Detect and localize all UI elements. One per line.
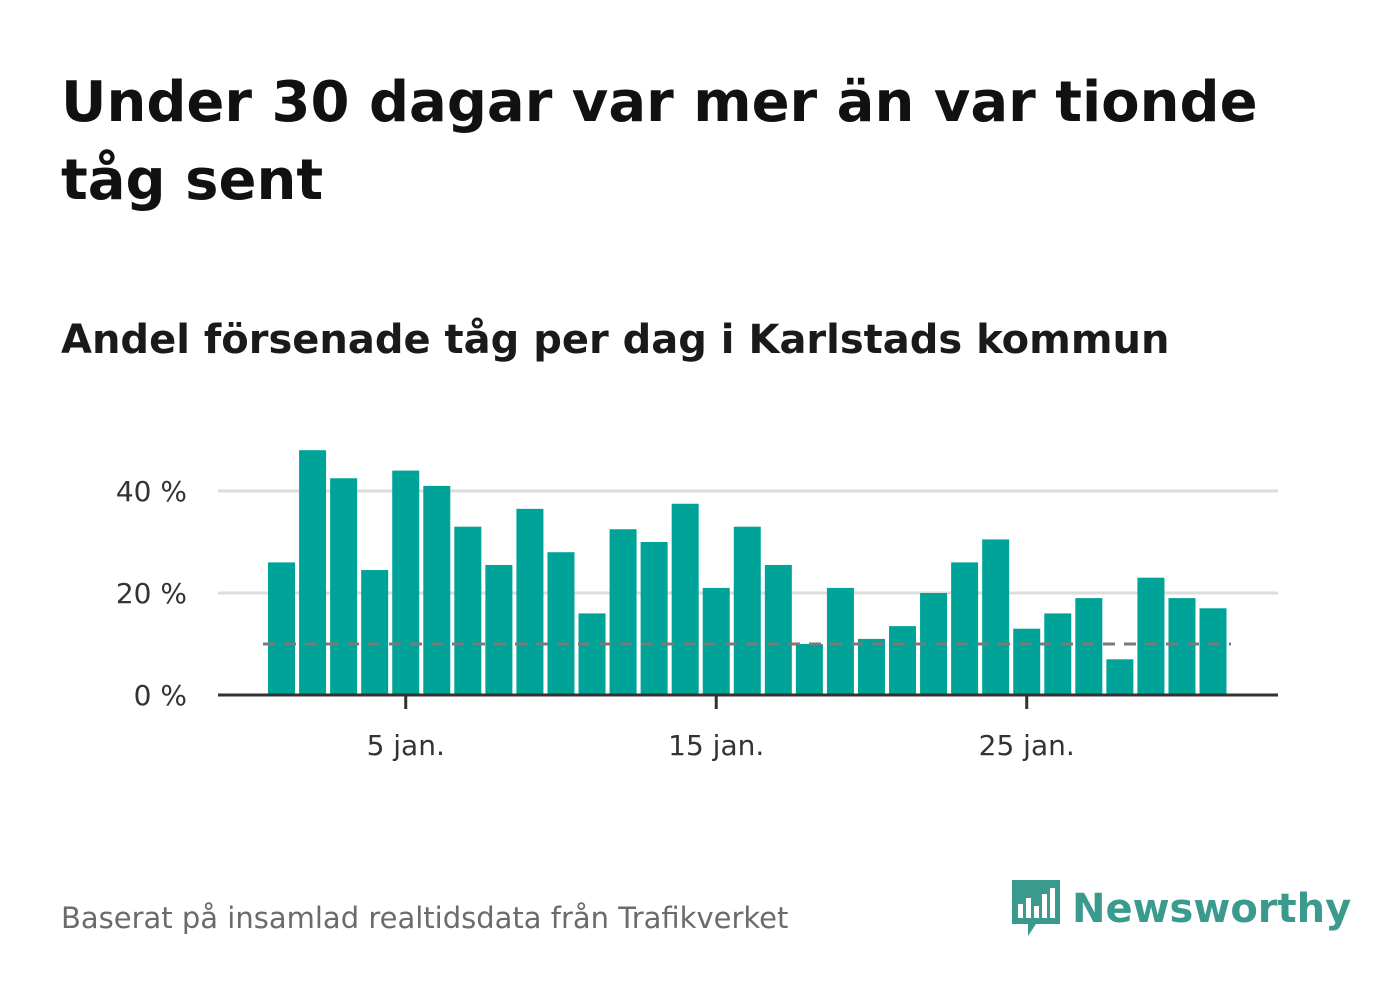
source-note: Baserat på insamlad realtidsdata från Tr…	[61, 901, 789, 935]
bar	[1168, 598, 1196, 695]
bar	[640, 542, 668, 695]
chart-title: Under 30 dagar var mer än var tionde tåg…	[61, 70, 1258, 213]
bar	[1199, 608, 1227, 695]
bar	[485, 564, 513, 695]
bar	[857, 638, 885, 695]
x-tick-label: 5 jan.	[367, 729, 445, 762]
bar	[330, 478, 358, 695]
brand-name: Newsworthy	[1072, 886, 1352, 932]
axes	[218, 693, 1278, 709]
bar	[609, 529, 637, 695]
bar	[982, 539, 1010, 695]
bar	[268, 562, 296, 695]
bar	[361, 570, 389, 695]
bar	[299, 450, 327, 695]
brand: Newsworthy	[1010, 878, 1351, 940]
bar	[392, 470, 420, 695]
bar	[702, 587, 730, 695]
bar	[1137, 577, 1165, 695]
bar	[671, 503, 699, 695]
bar	[1106, 659, 1134, 695]
bar	[578, 613, 606, 695]
bar	[764, 564, 792, 695]
bar	[951, 562, 979, 695]
bar	[826, 587, 854, 695]
y-tick-label: 40 %	[116, 475, 187, 508]
tick-labels: 0 % 20 % 40 % 5 jan. 15 jan. 25 jan.	[116, 475, 1075, 762]
x-tick-label: 25 jan.	[979, 729, 1075, 762]
bar	[1044, 613, 1072, 695]
x-tick-label: 15 jan.	[668, 729, 764, 762]
bar	[1013, 628, 1041, 695]
bars	[268, 450, 1227, 695]
bar	[454, 526, 482, 695]
bar	[423, 485, 451, 695]
bar	[889, 626, 917, 695]
y-tick-label: 0 %	[134, 679, 187, 712]
bar	[795, 644, 823, 695]
bar	[733, 526, 761, 695]
y-tick-label: 20 %	[116, 577, 187, 610]
bar	[547, 552, 575, 695]
bar	[516, 508, 544, 695]
newsworthy-logo-icon	[1012, 880, 1060, 936]
chart-subtitle: Andel försenade tåg per dag i Karlstads …	[61, 317, 1170, 363]
bar	[1075, 598, 1103, 695]
